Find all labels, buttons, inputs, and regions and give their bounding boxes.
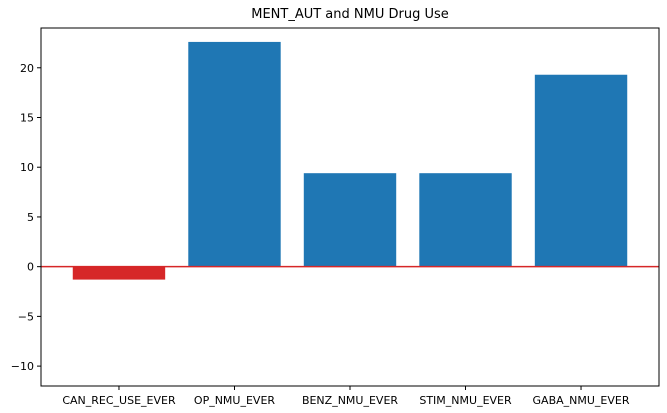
- y-tick-label: 15: [20, 112, 34, 125]
- x-axis: CAN_REC_USE_EVER OP_NMU_EVER BENZ_NMU_EVER…: [62, 386, 630, 407]
- x-tick-label: STIM_NMU_EVER: [419, 394, 512, 407]
- plot-frame: [40, 27, 660, 387]
- bar-gaba-nmu-ever: [534, 74, 628, 267]
- y-tick-label: 5: [27, 211, 34, 224]
- y-tick-label: −10: [11, 360, 34, 373]
- x-tick-label: OP_NMU_EVER: [194, 394, 275, 407]
- x-tick-label: GABA_NMU_EVER: [533, 394, 630, 407]
- bar-stim-nmu-ever: [419, 173, 512, 267]
- y-tick-label: −5: [18, 310, 34, 323]
- y-axis: −10 −5 0 5 10 15 20: [11, 62, 41, 373]
- bar-op-nmu-ever: [188, 41, 281, 267]
- y-tick-label: 10: [20, 161, 34, 174]
- x-tick-label: BENZ_NMU_EVER: [302, 394, 398, 407]
- y-tick-label: 0: [27, 261, 34, 274]
- bar-benz-nmu-ever: [303, 173, 397, 267]
- bars-group: [72, 41, 628, 280]
- bar-can-rec-use-ever: [72, 266, 166, 280]
- y-tick-label: 20: [20, 62, 34, 75]
- x-tick-label: CAN_REC_USE_EVER: [62, 394, 176, 407]
- chart-title: MENT_AUT and NMU Drug Use: [251, 7, 449, 22]
